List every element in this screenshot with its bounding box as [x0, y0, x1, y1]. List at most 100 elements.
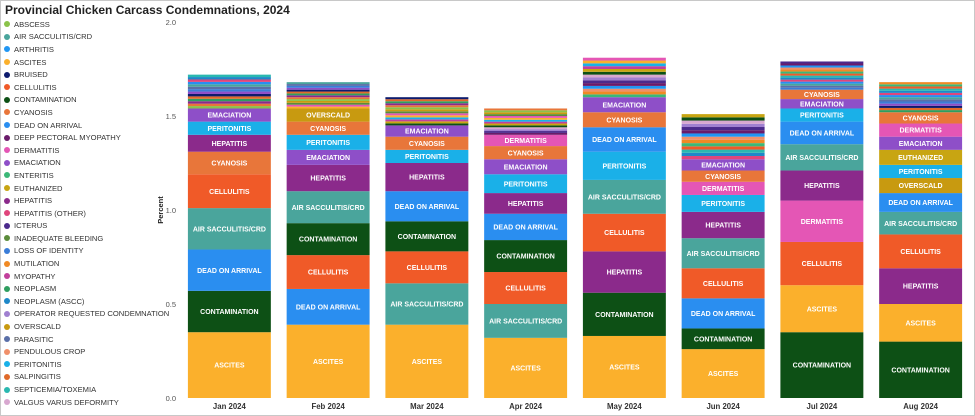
data-label: CELLULITIS: [703, 281, 744, 288]
legend-marker: [4, 298, 10, 305]
legend-item[interactable]: OVERSCALD: [4, 320, 164, 333]
data-label: AIR SACCULITIS/CRD: [193, 226, 266, 233]
bar-segment-minor: [484, 129, 568, 132]
legend-item[interactable]: DEEP PECTORAL MYOPATHY: [4, 131, 164, 144]
legend-item[interactable]: MUTILATION: [4, 257, 164, 270]
legend-item[interactable]: VALGUS VARUS DEFORMITY: [4, 396, 164, 409]
bar-segment-minor: [385, 97, 469, 100]
bar-segment-minor: [879, 107, 963, 111]
data-label: PERITONITIS: [602, 163, 646, 170]
legend-item[interactable]: ICTERUS: [4, 220, 164, 233]
bar-segment: [286, 108, 370, 122]
bar-segment-minor: [780, 83, 864, 86]
legend-item[interactable]: OPERATOR REQUESTED CONDEMNATION: [4, 308, 169, 321]
legend-label: EUTHANIZED: [14, 183, 63, 193]
bar-segment: [582, 112, 666, 128]
legend-marker: [4, 323, 10, 330]
bar-segment-minor: [780, 65, 864, 68]
legend-item[interactable]: ARTHRITIS: [4, 43, 164, 56]
legend-item[interactable]: PENDULOUS CROP: [4, 345, 164, 358]
legend-item[interactable]: ABSCESS: [4, 18, 164, 31]
legend-label: INADEQUATE BLEEDING: [14, 233, 104, 243]
data-label: CONTAMINATION: [496, 254, 554, 261]
bar-segment: [681, 159, 765, 171]
data-label: CELLULITIS: [604, 230, 645, 237]
legend-item[interactable]: NEOPLASM (ASCC): [4, 295, 164, 308]
bar-segment: [484, 304, 568, 338]
data-label: EMACIATION: [306, 155, 350, 162]
y-tick-label: 0.0: [166, 394, 176, 403]
legend-item[interactable]: HEPATITIS: [4, 194, 164, 207]
bar-segment: [187, 332, 271, 398]
data-label: AIR SACCULITIS/CRD: [687, 251, 760, 258]
bar-segment: [879, 123, 963, 137]
legend-item[interactable]: CELLULITIS: [4, 81, 164, 94]
bar-segment-minor: [879, 101, 963, 104]
data-label: ASCITES: [214, 363, 245, 370]
bar-segment-minor: [484, 116, 568, 118]
data-label: CELLULITIS: [900, 249, 941, 256]
bar-segment: [286, 149, 370, 165]
data-label: EMACIATION: [800, 101, 844, 108]
legend-label: ASCITES: [14, 57, 47, 67]
legend-item[interactable]: SEPTICEMIA/TOXEMIA: [4, 383, 164, 396]
bar-segment: [286, 223, 370, 256]
data-label: CELLULITIS: [308, 270, 349, 277]
legend-item[interactable]: ENTERITIS: [4, 169, 164, 182]
bar-segment: [484, 193, 568, 214]
legend-item[interactable]: PERITONITIS: [4, 358, 164, 371]
data-label: EMACIATION: [405, 129, 449, 136]
legend-item[interactable]: EMACIATION: [4, 157, 164, 170]
legend-marker: [4, 71, 10, 78]
legend-marker: [4, 172, 10, 179]
bar-segment-minor: [187, 106, 271, 109]
data-label: EMACIATION: [899, 141, 943, 148]
bar-segment: [187, 121, 271, 135]
legend-item[interactable]: INADEQUATE BLEEDING: [4, 232, 164, 245]
legend-item[interactable]: ASCITES: [4, 56, 164, 69]
legend-item[interactable]: HEPATITIS (OTHER): [4, 207, 164, 220]
bar-segment-minor: [484, 125, 568, 128]
legend-item[interactable]: NEOPLASM: [4, 282, 164, 295]
legend-label: CYANOSIS: [14, 107, 53, 117]
data-label: ASCITES: [708, 371, 739, 378]
legend-item[interactable]: EUTHANIZED: [4, 182, 164, 195]
data-label: ASCITES: [313, 359, 344, 366]
legend-item[interactable]: AIR SACCULITIS/CRD: [4, 31, 164, 44]
legend-item[interactable]: CYANOSIS: [4, 106, 164, 119]
bar-segment-minor: [780, 71, 864, 74]
data-label: PERITONITIS: [800, 113, 844, 120]
bar-segment: [484, 159, 568, 175]
bar-segment: [286, 255, 370, 289]
legend-item[interactable]: BRUISED: [4, 68, 164, 81]
legend-item[interactable]: LOSS OF IDENTITY: [4, 245, 164, 258]
legend-item[interactable]: DEAD ON ARRIVAL: [4, 119, 164, 132]
legend-item[interactable]: PARASITIC: [4, 333, 164, 346]
data-label: PERITONITIS: [899, 169, 943, 176]
bar-segment: [187, 208, 271, 250]
legend-item[interactable]: CONTAMINATION: [4, 94, 164, 107]
bar-segment-minor: [187, 89, 271, 92]
legend-marker: [4, 185, 10, 192]
bar-segment-minor: [385, 103, 469, 106]
bar-segment-minor: [681, 143, 765, 147]
legend-marker: [4, 96, 10, 103]
legend-marker: [4, 310, 10, 317]
legend-marker: [4, 21, 10, 28]
bar-segment-minor: [385, 123, 469, 126]
legend-item[interactable]: SALPINGITIS: [4, 371, 164, 384]
data-label: CELLULITIS: [209, 189, 250, 196]
bar-segment-minor: [582, 77, 666, 81]
data-label: CYANOSIS: [705, 174, 741, 181]
bar-segment: [582, 151, 666, 180]
legend-item[interactable]: DERMATITIS: [4, 144, 164, 157]
bar-segment-minor: [681, 133, 765, 137]
data-label: ASCITES: [412, 359, 443, 366]
bar-segment: [681, 349, 765, 398]
bar-segment-minor: [187, 98, 271, 102]
bar-segment: [879, 149, 963, 165]
data-label: AIR SACCULITIS/CRD: [390, 302, 463, 309]
legend-item[interactable]: MYOPATHY: [4, 270, 164, 283]
bar-segment: [681, 238, 765, 269]
bar-segment: [187, 151, 271, 175]
